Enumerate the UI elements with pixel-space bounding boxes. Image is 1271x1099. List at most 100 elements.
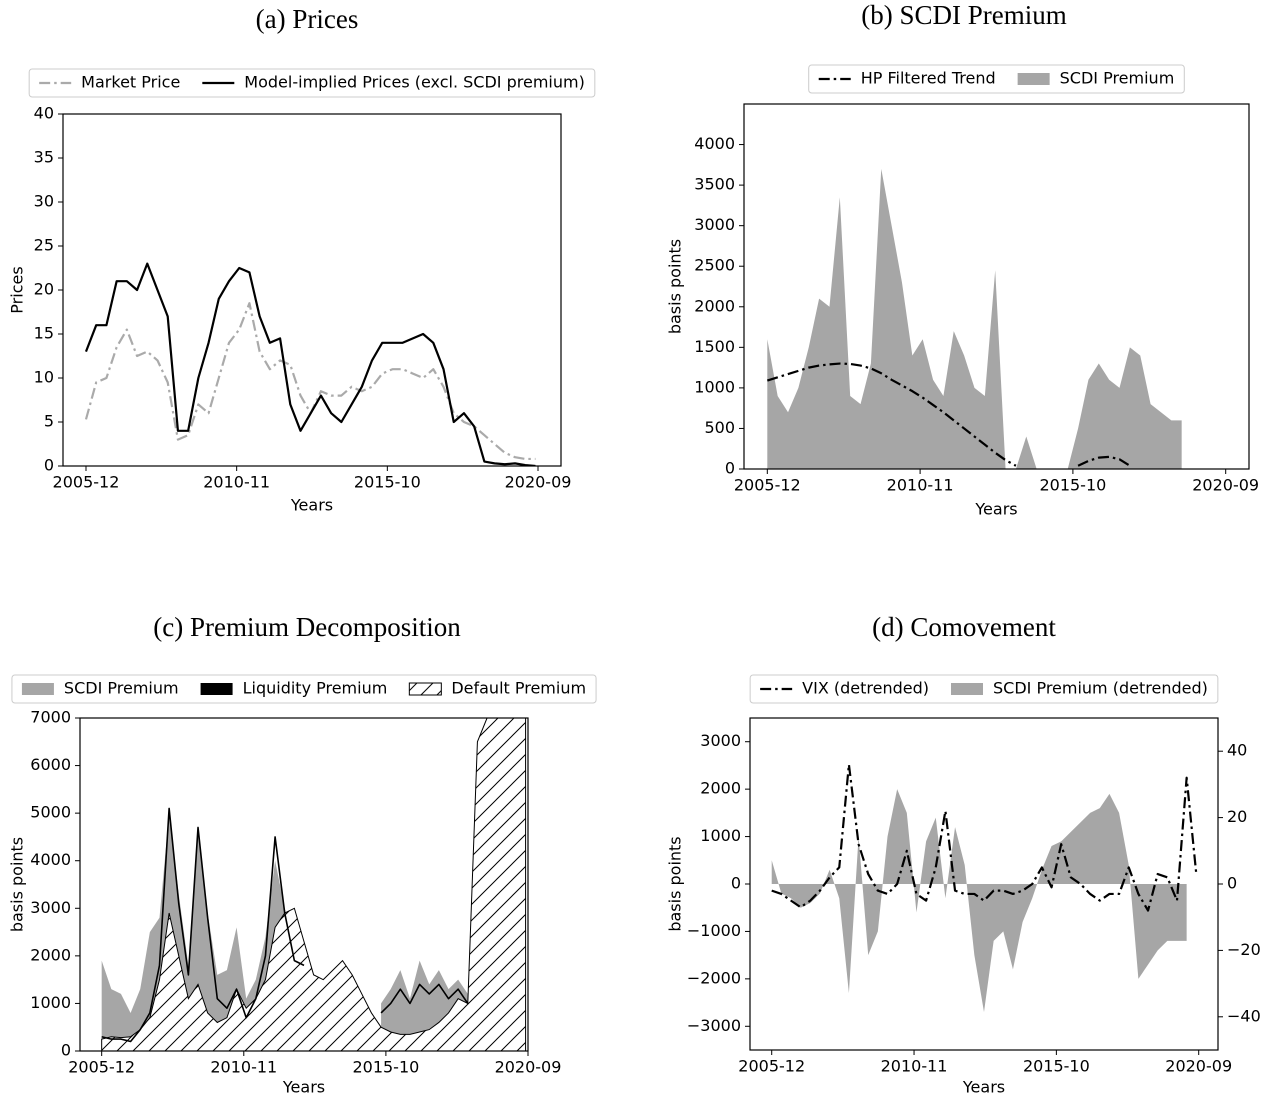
- y-tick-label: 0: [731, 874, 741, 893]
- plot-area: [771, 763, 1198, 1013]
- y2-tick-label: 40: [1227, 741, 1247, 760]
- y-tick-label: 2000: [30, 945, 71, 964]
- y-tick-label: 4000: [694, 134, 735, 153]
- y-tick-label: 2000: [700, 779, 741, 798]
- y-tick-label: 3000: [700, 731, 741, 750]
- chart-title: (c) Premium Decomposition: [153, 612, 461, 642]
- chart-title: (b) SCDI Premium: [861, 0, 1067, 30]
- x-tick-label: 2005-12: [734, 476, 801, 495]
- series-line: [101, 807, 469, 1043]
- y-tick-label: 1000: [700, 826, 741, 845]
- y-tick-label: 1500: [694, 337, 735, 356]
- x-tick-label: 2015-10: [354, 473, 421, 492]
- y-tick-label: 15: [34, 324, 54, 343]
- legend-frame: [749, 674, 1219, 704]
- x-axis-label: Years: [974, 500, 1017, 519]
- y-tick-label: 5000: [30, 803, 71, 822]
- y-tick-label: 10: [34, 368, 54, 387]
- legend: Market Price Model-implied Prices (excl. …: [28, 68, 596, 98]
- x-tick-label: 2020-09: [1192, 476, 1259, 495]
- plot-frame: [79, 717, 529, 1052]
- y-tick-label: 2000: [694, 296, 735, 315]
- y-tick-label: −3000: [687, 1016, 741, 1035]
- y-axis-label: basis points: [8, 837, 27, 932]
- y-tick-label: 500: [704, 418, 735, 437]
- y-tick-label: 6000: [30, 755, 71, 774]
- y-tick-label: 4000: [30, 850, 71, 869]
- x-tick-label: 2010-11: [881, 1057, 948, 1076]
- legend-label: Model-implied Prices (excl. SCDI premium…: [244, 73, 585, 92]
- x-tick-label: 2020-09: [495, 1058, 562, 1077]
- y-tick-label: 3500: [694, 175, 735, 194]
- series-line: [766, 362, 1131, 467]
- y-tick-label: 0: [61, 1041, 71, 1060]
- x-tick-label: 2015-10: [352, 1058, 419, 1077]
- x-tick-label: 2020-09: [505, 473, 572, 492]
- y-axis-label: basis points: [666, 836, 685, 931]
- chart-title: (a) Prices: [256, 4, 359, 34]
- legend-swatch: [408, 682, 442, 696]
- x-tick-label: 2015-10: [1039, 476, 1106, 495]
- y-tick-label: 0: [44, 456, 54, 475]
- y-tick-label: −2000: [687, 968, 741, 987]
- legend-label: VIX (detrended): [802, 679, 929, 698]
- y2-tick-label: −20: [1227, 940, 1261, 959]
- series-area: [767, 168, 1182, 469]
- y2-tick-label: −40: [1227, 1006, 1261, 1025]
- y-tick-label: 40: [34, 104, 54, 123]
- x-axis-label: Years: [290, 496, 333, 515]
- legend: HP Filtered Trend SCDI Premium: [808, 64, 1185, 94]
- legend-label: SCDI Premium: [1060, 69, 1175, 88]
- series-line: [84, 262, 536, 466]
- legend-label: Market Price: [81, 73, 180, 92]
- x-tick-label: 2005-12: [738, 1057, 805, 1076]
- legend-frame: [808, 64, 1185, 94]
- y-tick-label: 3000: [694, 215, 735, 234]
- y-tick-label: 35: [34, 148, 54, 167]
- x-tick-label: 2010-11: [887, 476, 954, 495]
- legend: VIX (detrended) SCDI Premium (detrended): [749, 674, 1219, 704]
- y-tick-label: 0: [725, 459, 735, 478]
- x-tick-label: 2010-11: [210, 1058, 277, 1077]
- legend-label: SCDI Premium (detrended): [993, 679, 1208, 698]
- legend-label: Liquidity Premium: [243, 679, 388, 698]
- y-tick-label: −1000: [687, 921, 741, 940]
- legend-swatch: [1017, 73, 1050, 85]
- x-axis-label: Years: [962, 1078, 1005, 1097]
- x-tick-label: 2015-10: [1023, 1057, 1090, 1076]
- y-tick-label: 1000: [694, 377, 735, 396]
- legend-swatch: [950, 683, 983, 695]
- series-line: [84, 302, 536, 461]
- legend-swatch: [21, 683, 54, 695]
- plot-area: [84, 262, 536, 466]
- legend-frame: [11, 674, 597, 704]
- legend-label: HP Filtered Trend: [861, 69, 996, 88]
- series-line: [771, 763, 1198, 912]
- series-area: [771, 789, 1187, 1013]
- y-axis-label: Prices: [8, 266, 27, 313]
- y-tick-label: 7000: [30, 708, 71, 727]
- legend-label: Default Premium: [451, 679, 586, 698]
- legend-swatch: [200, 683, 233, 695]
- y-tick-label: 5: [44, 412, 54, 431]
- x-tick-label: 2005-12: [53, 473, 120, 492]
- y-tick-label: 3000: [30, 898, 71, 917]
- y-tick-label: 2500: [694, 256, 735, 275]
- chart-title: (d) Comovement: [872, 612, 1056, 642]
- y-tick-label: 20: [34, 280, 54, 299]
- y-tick-label: 30: [34, 192, 54, 211]
- x-axis-label: Years: [282, 1078, 325, 1097]
- series-area: [101, 718, 527, 1051]
- y-tick-label: 25: [34, 236, 54, 255]
- x-tick-label: 2005-12: [68, 1058, 135, 1077]
- legend: SCDI Premium Liquidity Premium Default Pre…: [11, 674, 597, 704]
- y-tick-label: 1000: [30, 993, 71, 1012]
- plot-area: [101, 718, 527, 1051]
- plot-area: [766, 168, 1182, 469]
- legend-frame: [28, 68, 596, 98]
- plot-frame: [743, 103, 1250, 470]
- y2-tick-label: 0: [1227, 874, 1237, 893]
- x-tick-label: 2020-09: [1165, 1057, 1232, 1076]
- x-tick-label: 2010-11: [203, 473, 270, 492]
